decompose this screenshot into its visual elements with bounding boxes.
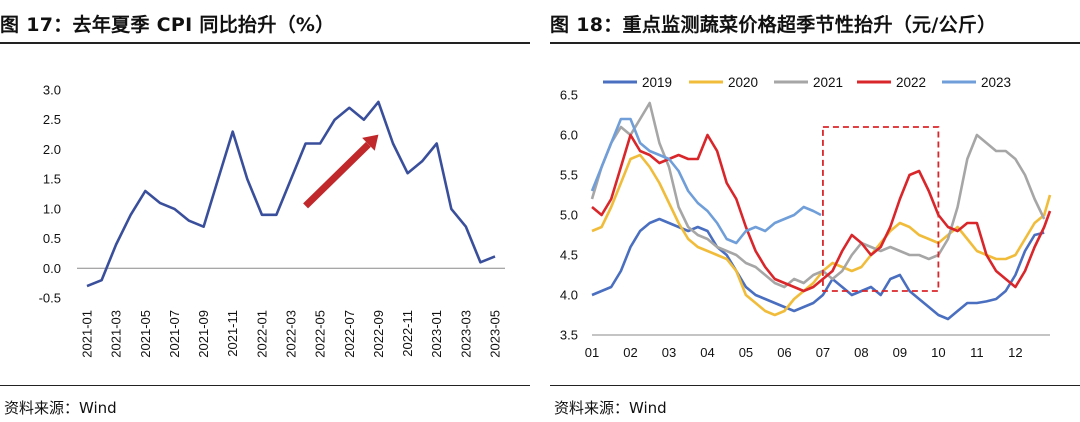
trend-arrow-shaft	[303, 141, 371, 209]
y-tick-label: 6.0	[560, 128, 578, 143]
x-tick-label: 2022-03	[284, 310, 299, 358]
x-tick-label: 10	[931, 345, 945, 360]
trend-arrow-head	[362, 134, 379, 151]
x-tick-label: 2021-05	[138, 310, 153, 358]
y-tick-label: -0.5	[39, 291, 61, 306]
x-tick-label: 12	[1008, 345, 1022, 360]
vegetable-chart-title: 图 18：重点监测蔬菜价格超季节性抬升（元/公斤）	[550, 14, 997, 36]
x-tick-label: 2023-05	[488, 310, 503, 358]
x-tick-label: 09	[893, 345, 907, 360]
y-tick-label: 0.0	[43, 261, 61, 276]
y-tick-label: 3.0	[43, 83, 61, 98]
cpi-line-chart: -0.5 0.0 0.5 1.0 1.5 2.0 2.5 3.0 2021-01 2021-03 2…	[39, 83, 505, 358]
cpi-panel: 图 17：去年夏季 CPI 同比抬升（%） -0.5 0.0 0.5 1.0 1.5 2.…	[0, 0, 530, 422]
x-tick-label: 2022-07	[342, 310, 357, 358]
source-rule	[0, 385, 530, 386]
cpi-source-note: 资料来源：Wind	[4, 399, 117, 417]
x-tick-label: 01	[585, 345, 599, 360]
x-tick-label: 2022-11	[400, 310, 415, 357]
x-tick-label: 08	[854, 345, 868, 360]
legend-label-2022: 2022	[896, 75, 926, 90]
y-tick-label: 5.0	[560, 208, 578, 223]
y-tick-label: 1.0	[43, 201, 61, 216]
series-line-2022	[591, 133, 1052, 293]
x-tick-label: 06	[777, 345, 791, 360]
x-tick-label: 07	[816, 345, 830, 360]
y-tick-label: 1.5	[43, 172, 61, 187]
legend-label-2023: 2023	[981, 75, 1011, 90]
cpi-chart-title: 图 17：去年夏季 CPI 同比抬升（%）	[0, 14, 335, 36]
legend-label-2020: 2020	[728, 75, 758, 90]
x-tick-label: 2021-09	[196, 310, 211, 358]
vegetable-price-line-chart: 3.5 4.0 4.5 5.0 5.5 6.0 6.5 01 02 03 04 05 06 07 08 09 1…	[560, 75, 1052, 360]
x-tick-label: 2023-01	[429, 310, 444, 358]
series-line-2021	[590, 101, 1046, 289]
y-tick-label: 5.5	[560, 168, 578, 183]
x-tick-label: 2022-01	[254, 310, 269, 358]
title-rule	[0, 42, 530, 44]
x-tick-label: 2022-09	[371, 310, 386, 358]
series-line-2019	[591, 217, 1045, 321]
x-tick-label: 02	[623, 345, 637, 360]
y-tick-label: 0.5	[43, 231, 61, 246]
x-tick-label: 2021-11	[225, 310, 240, 357]
series-line-2023	[590, 117, 822, 245]
legend-label-2021: 2021	[813, 75, 843, 90]
y-tick-label: 4.0	[560, 288, 578, 303]
x-tick-label: 2021-07	[167, 310, 182, 358]
cpi-yoy-line	[86, 100, 496, 288]
x-tick-label: 05	[739, 345, 753, 360]
x-tick-label: 2023-03	[458, 310, 473, 358]
x-tick-label: 2021-03	[109, 310, 124, 358]
x-tick-label: 03	[662, 345, 676, 360]
x-tick-label: 04	[700, 345, 714, 360]
vegetable-source-note: 资料来源：Wind	[554, 399, 667, 417]
x-tick-label: 2022-05	[313, 310, 328, 358]
y-tick-label: 6.5	[560, 88, 578, 103]
x-tick-label: 11	[970, 345, 984, 360]
y-tick-label: 2.5	[43, 112, 61, 127]
y-tick-label: 3.5	[560, 328, 578, 343]
title-rule	[550, 42, 1080, 44]
x-tick-label: 2021-01	[80, 310, 95, 358]
source-rule	[550, 385, 1080, 386]
legend-label-2019: 2019	[642, 75, 672, 90]
vegetable-price-panel: 图 18：重点监测蔬菜价格超季节性抬升（元/公斤） 3.5 4.0 4.5 5.0 5.…	[550, 0, 1080, 422]
y-tick-label: 4.5	[560, 248, 578, 263]
y-tick-label: 2.0	[43, 142, 61, 157]
